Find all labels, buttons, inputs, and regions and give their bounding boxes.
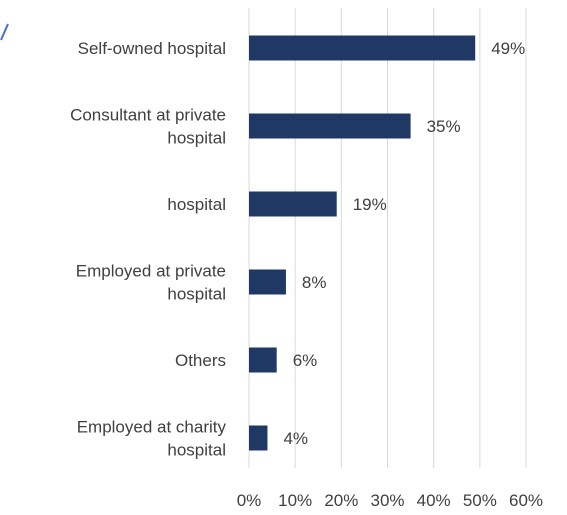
- bar: [249, 191, 337, 217]
- category-label-line: Others: [175, 351, 226, 370]
- x-tick-label: 30%: [370, 491, 404, 510]
- category-label: Others: [175, 351, 226, 370]
- category-label: Consultant at private hospital: [70, 106, 226, 148]
- category-label-line: Consultant at private: [70, 106, 226, 125]
- bar-layer: [249, 35, 476, 451]
- category-label: Employed at private hospital: [76, 262, 226, 304]
- x-axis-ticks: 0% 10% 20% 30% 40% 50% 60%: [237, 491, 543, 510]
- edge-mark: [0, 23, 9, 41]
- category-label: hospital: [167, 195, 226, 214]
- category-label-line: hospital: [167, 441, 226, 460]
- x-tick-label: 10%: [278, 491, 312, 510]
- data-label: 4%: [283, 429, 308, 448]
- bar: [249, 425, 268, 451]
- category-label-line: Employed at charity: [77, 418, 227, 437]
- bar: [249, 35, 476, 61]
- x-tick-label: 40%: [417, 491, 451, 510]
- x-tick-label: 50%: [463, 491, 497, 510]
- category-label: Employed at charity hospital: [77, 418, 227, 460]
- grid-layer: [248, 8, 527, 468]
- x-tick-label: 60%: [509, 491, 543, 510]
- label-layer: 49% Self-owned hospital 35% Consultant at p…: [70, 39, 525, 460]
- x-tick-label: 0%: [237, 491, 262, 510]
- category-label-line: hospital: [167, 129, 226, 148]
- bar: [249, 347, 277, 373]
- data-label: 19%: [353, 195, 387, 214]
- bar: [249, 113, 411, 139]
- category-label: Self-owned hospital: [78, 39, 226, 58]
- data-label: 35%: [427, 117, 461, 136]
- x-tick-label: 20%: [324, 491, 358, 510]
- category-label-line: hospital: [167, 285, 226, 304]
- category-label-line: Self-owned hospital: [78, 39, 226, 58]
- data-label: 8%: [302, 273, 327, 292]
- data-label: 6%: [293, 351, 318, 370]
- category-label-line: hospital: [167, 195, 226, 214]
- bar: [249, 269, 286, 295]
- data-label: 49%: [491, 39, 525, 58]
- category-label-line: Employed at private: [76, 262, 226, 281]
